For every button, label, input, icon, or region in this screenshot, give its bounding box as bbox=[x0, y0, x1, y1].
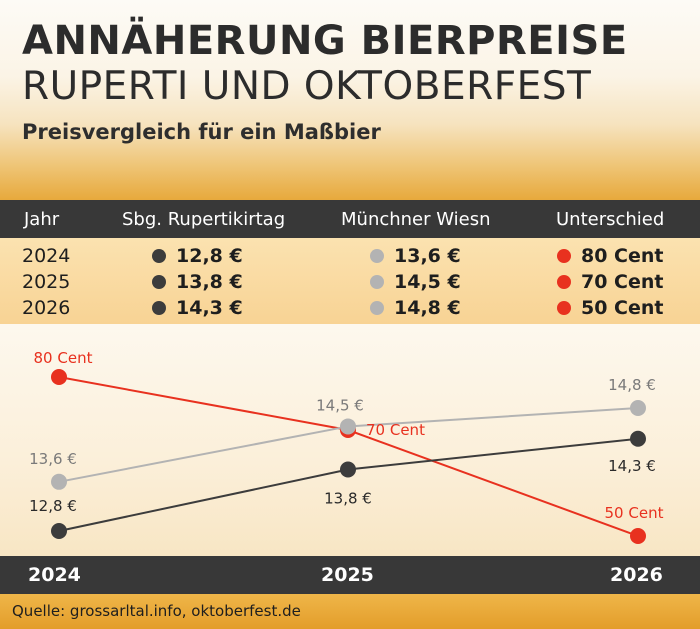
x-axis-bar: 2024 2025 2026 bbox=[0, 556, 700, 594]
ruperti-label-2026: 14,3 € bbox=[608, 457, 656, 475]
wiesn-cell: 14,5 € bbox=[394, 271, 461, 293]
x-tick-2026: 2026 bbox=[610, 564, 663, 586]
wiesn-cell: 14,8 € bbox=[394, 297, 461, 319]
wiesn-dot-icon bbox=[370, 275, 384, 289]
header-ruperti: Sbg. Rupertikirtag bbox=[122, 209, 286, 230]
wiesn-cell: 13,6 € bbox=[394, 245, 461, 267]
ruperti-point-2026 bbox=[630, 430, 646, 447]
subtitle: Preisvergleich für ein Maßbier bbox=[22, 120, 381, 144]
table-row: 2025 13,8 € 14,5 € 70 Cent bbox=[0, 269, 700, 295]
title-line-2: RUPERTI UND OKTOBERFEST bbox=[22, 64, 592, 109]
x-tick-2024: 2024 bbox=[28, 564, 81, 586]
diff-point-2024 bbox=[51, 369, 67, 385]
diff-cell: 70 Cent bbox=[581, 271, 664, 293]
ruperti-dot-icon bbox=[152, 249, 166, 263]
ruperti-cell: 13,8 € bbox=[176, 271, 243, 293]
line-chart: 80 Cent 70 Cent 50 Cent 13,6 € 14,5 € 14,8 € 1… bbox=[29, 349, 664, 544]
ruperti-label-2024: 12,8 € bbox=[29, 497, 77, 515]
year-cell: 2024 bbox=[22, 245, 71, 267]
wiesn-point-2026 bbox=[630, 400, 646, 416]
diff-label-2026: 50 Cent bbox=[605, 504, 664, 522]
wiesn-point-2024 bbox=[51, 473, 67, 490]
diff-cell: 50 Cent bbox=[581, 297, 664, 319]
table-body: 2024 12,8 € 13,6 € 80 Cent 2025 13,8 € 1… bbox=[0, 238, 700, 324]
diff-label-2024: 80 Cent bbox=[34, 349, 93, 367]
header-banner: ANNÄHERUNG BIERPREISE RUPERTI UND OKTOBE… bbox=[0, 0, 700, 200]
title-line-1: ANNÄHERUNG BIERPREISE bbox=[22, 18, 628, 64]
diff-dot-icon bbox=[557, 275, 571, 289]
chart-background bbox=[0, 324, 700, 556]
wiesn-label-2024: 13,6 € bbox=[29, 450, 77, 468]
ruperti-cell: 12,8 € bbox=[176, 245, 243, 267]
wiesn-dot-icon bbox=[370, 249, 384, 263]
ruperti-dot-icon bbox=[152, 275, 166, 289]
ruperti-point-2024 bbox=[51, 523, 67, 539]
wiesn-dot-icon bbox=[370, 301, 384, 315]
header-jahr: Jahr bbox=[24, 209, 60, 230]
diff-cell: 80 Cent bbox=[581, 245, 664, 267]
ruperti-cell: 14,3 € bbox=[176, 297, 243, 319]
diff-dot-icon bbox=[557, 301, 571, 315]
wiesn-point-2025 bbox=[340, 418, 356, 435]
wiesn-label-2026: 14,8 € bbox=[608, 376, 656, 394]
table-row: 2024 12,8 € 13,6 € 80 Cent bbox=[0, 243, 700, 269]
source-text: Quelle: grossarltal.info, oktoberfest.de bbox=[12, 602, 301, 620]
table-header: Jahr Sbg. Rupertikirtag Münchner Wiesn U… bbox=[0, 200, 700, 238]
table-row: 2026 14,3 € 14,8 € 50 Cent bbox=[0, 295, 700, 321]
header-unterschied: Unterschied bbox=[556, 209, 665, 230]
diff-label-2025: 70 Cent bbox=[366, 421, 425, 439]
x-tick-2025: 2025 bbox=[321, 564, 374, 586]
ruperti-point-2025 bbox=[340, 461, 356, 478]
ruperti-series-line bbox=[58, 437, 639, 532]
ruperti-dot-icon bbox=[152, 301, 166, 315]
diff-dot-icon bbox=[557, 249, 571, 263]
wiesn-label-2025: 14,5 € bbox=[316, 396, 364, 414]
footer: Quelle: grossarltal.info, oktoberfest.de bbox=[0, 594, 700, 629]
year-cell: 2026 bbox=[22, 297, 71, 319]
header-wiesn: Münchner Wiesn bbox=[341, 209, 491, 230]
diff-point-2026 bbox=[630, 528, 646, 544]
ruperti-label-2025: 13,8 € bbox=[324, 490, 372, 508]
year-cell: 2025 bbox=[22, 271, 71, 293]
